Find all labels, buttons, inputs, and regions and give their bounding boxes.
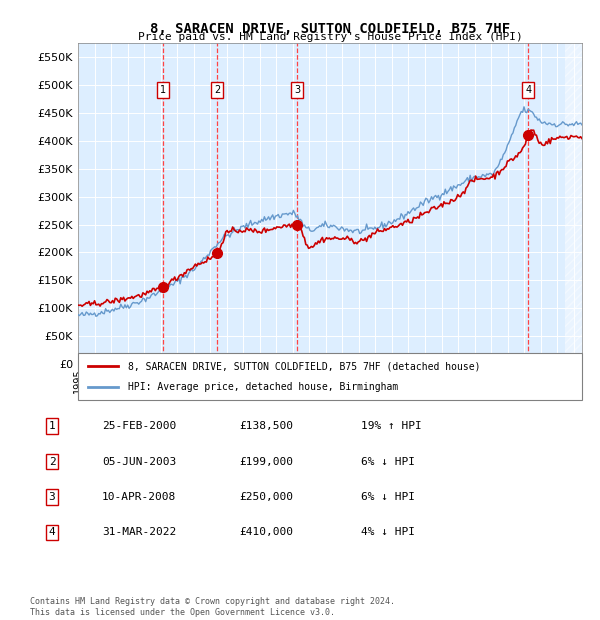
Text: 05-JUN-2003: 05-JUN-2003 (102, 456, 176, 466)
Text: 2: 2 (49, 456, 55, 466)
Text: 25-FEB-2000: 25-FEB-2000 (102, 421, 176, 431)
Text: 6% ↓ HPI: 6% ↓ HPI (361, 492, 415, 502)
Text: £250,000: £250,000 (240, 492, 294, 502)
Text: 2: 2 (214, 85, 220, 95)
Text: 4% ↓ HPI: 4% ↓ HPI (361, 528, 415, 538)
Text: 10-APR-2008: 10-APR-2008 (102, 492, 176, 502)
Text: 1: 1 (49, 421, 55, 431)
Text: Price paid vs. HM Land Registry's House Price Index (HPI): Price paid vs. HM Land Registry's House … (137, 32, 523, 42)
Text: £138,500: £138,500 (240, 421, 294, 431)
Text: 8, SARACEN DRIVE, SUTTON COLDFIELD, B75 7HF (detached house): 8, SARACEN DRIVE, SUTTON COLDFIELD, B75 … (128, 361, 481, 371)
Text: 1: 1 (160, 85, 166, 95)
Text: 6% ↓ HPI: 6% ↓ HPI (361, 456, 415, 466)
Text: £199,000: £199,000 (240, 456, 294, 466)
Text: HPI: Average price, detached house, Birmingham: HPI: Average price, detached house, Birm… (128, 382, 398, 392)
Text: 19% ↑ HPI: 19% ↑ HPI (361, 421, 422, 431)
Text: Contains HM Land Registry data © Crown copyright and database right 2024.
This d: Contains HM Land Registry data © Crown c… (30, 598, 395, 617)
Text: 31-MAR-2022: 31-MAR-2022 (102, 528, 176, 538)
Text: 4: 4 (49, 528, 55, 538)
Text: 3: 3 (295, 85, 301, 95)
FancyBboxPatch shape (78, 353, 582, 400)
Text: 3: 3 (49, 492, 55, 502)
Text: 8, SARACEN DRIVE, SUTTON COLDFIELD, B75 7HF: 8, SARACEN DRIVE, SUTTON COLDFIELD, B75 … (150, 22, 510, 36)
Text: £410,000: £410,000 (240, 528, 294, 538)
Text: 4: 4 (525, 85, 532, 95)
